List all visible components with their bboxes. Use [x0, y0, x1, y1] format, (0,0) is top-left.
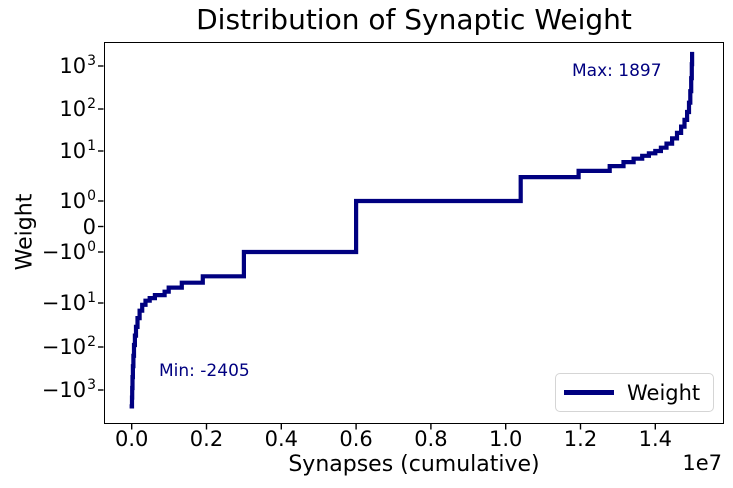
legend-line-icon	[564, 390, 614, 395]
max-annotation: Max: 1897	[572, 61, 662, 81]
y-tick-label: 102	[59, 96, 96, 121]
y-tick-label: 101	[59, 138, 96, 163]
legend: Weight	[555, 373, 715, 412]
x-tick-label: 0.8	[414, 427, 448, 451]
x-tick-label: 1.4	[638, 427, 672, 451]
y-tick-label: −100	[41, 239, 96, 264]
y-tick-label: −103	[41, 377, 96, 402]
min-annotation: Min: -2405	[159, 361, 250, 381]
x-tick-label: 0.6	[339, 427, 373, 451]
y-tick-label: −101	[41, 290, 96, 315]
x-tick-label: 1.2	[563, 427, 598, 451]
legend-label: Weight	[627, 380, 701, 405]
x-tick-label: 0.0	[114, 427, 149, 451]
y-tick-label: 103	[59, 53, 96, 78]
y-tick-label: 100	[59, 188, 96, 213]
chart-title: Distribution of Synaptic Weight	[196, 3, 632, 36]
x-tick-label: 0.4	[264, 427, 298, 451]
y-tick-label: 0	[82, 214, 96, 239]
x-tick-label: 0.2	[189, 427, 224, 451]
x-axis-offset-label: 1e7	[682, 451, 722, 475]
y-axis-label: Weight	[12, 193, 38, 271]
x-tick-label: 1.0	[488, 427, 523, 451]
y-tick-label: −102	[41, 334, 96, 359]
x-axis-label: Synapses (cumulative)	[288, 452, 540, 477]
